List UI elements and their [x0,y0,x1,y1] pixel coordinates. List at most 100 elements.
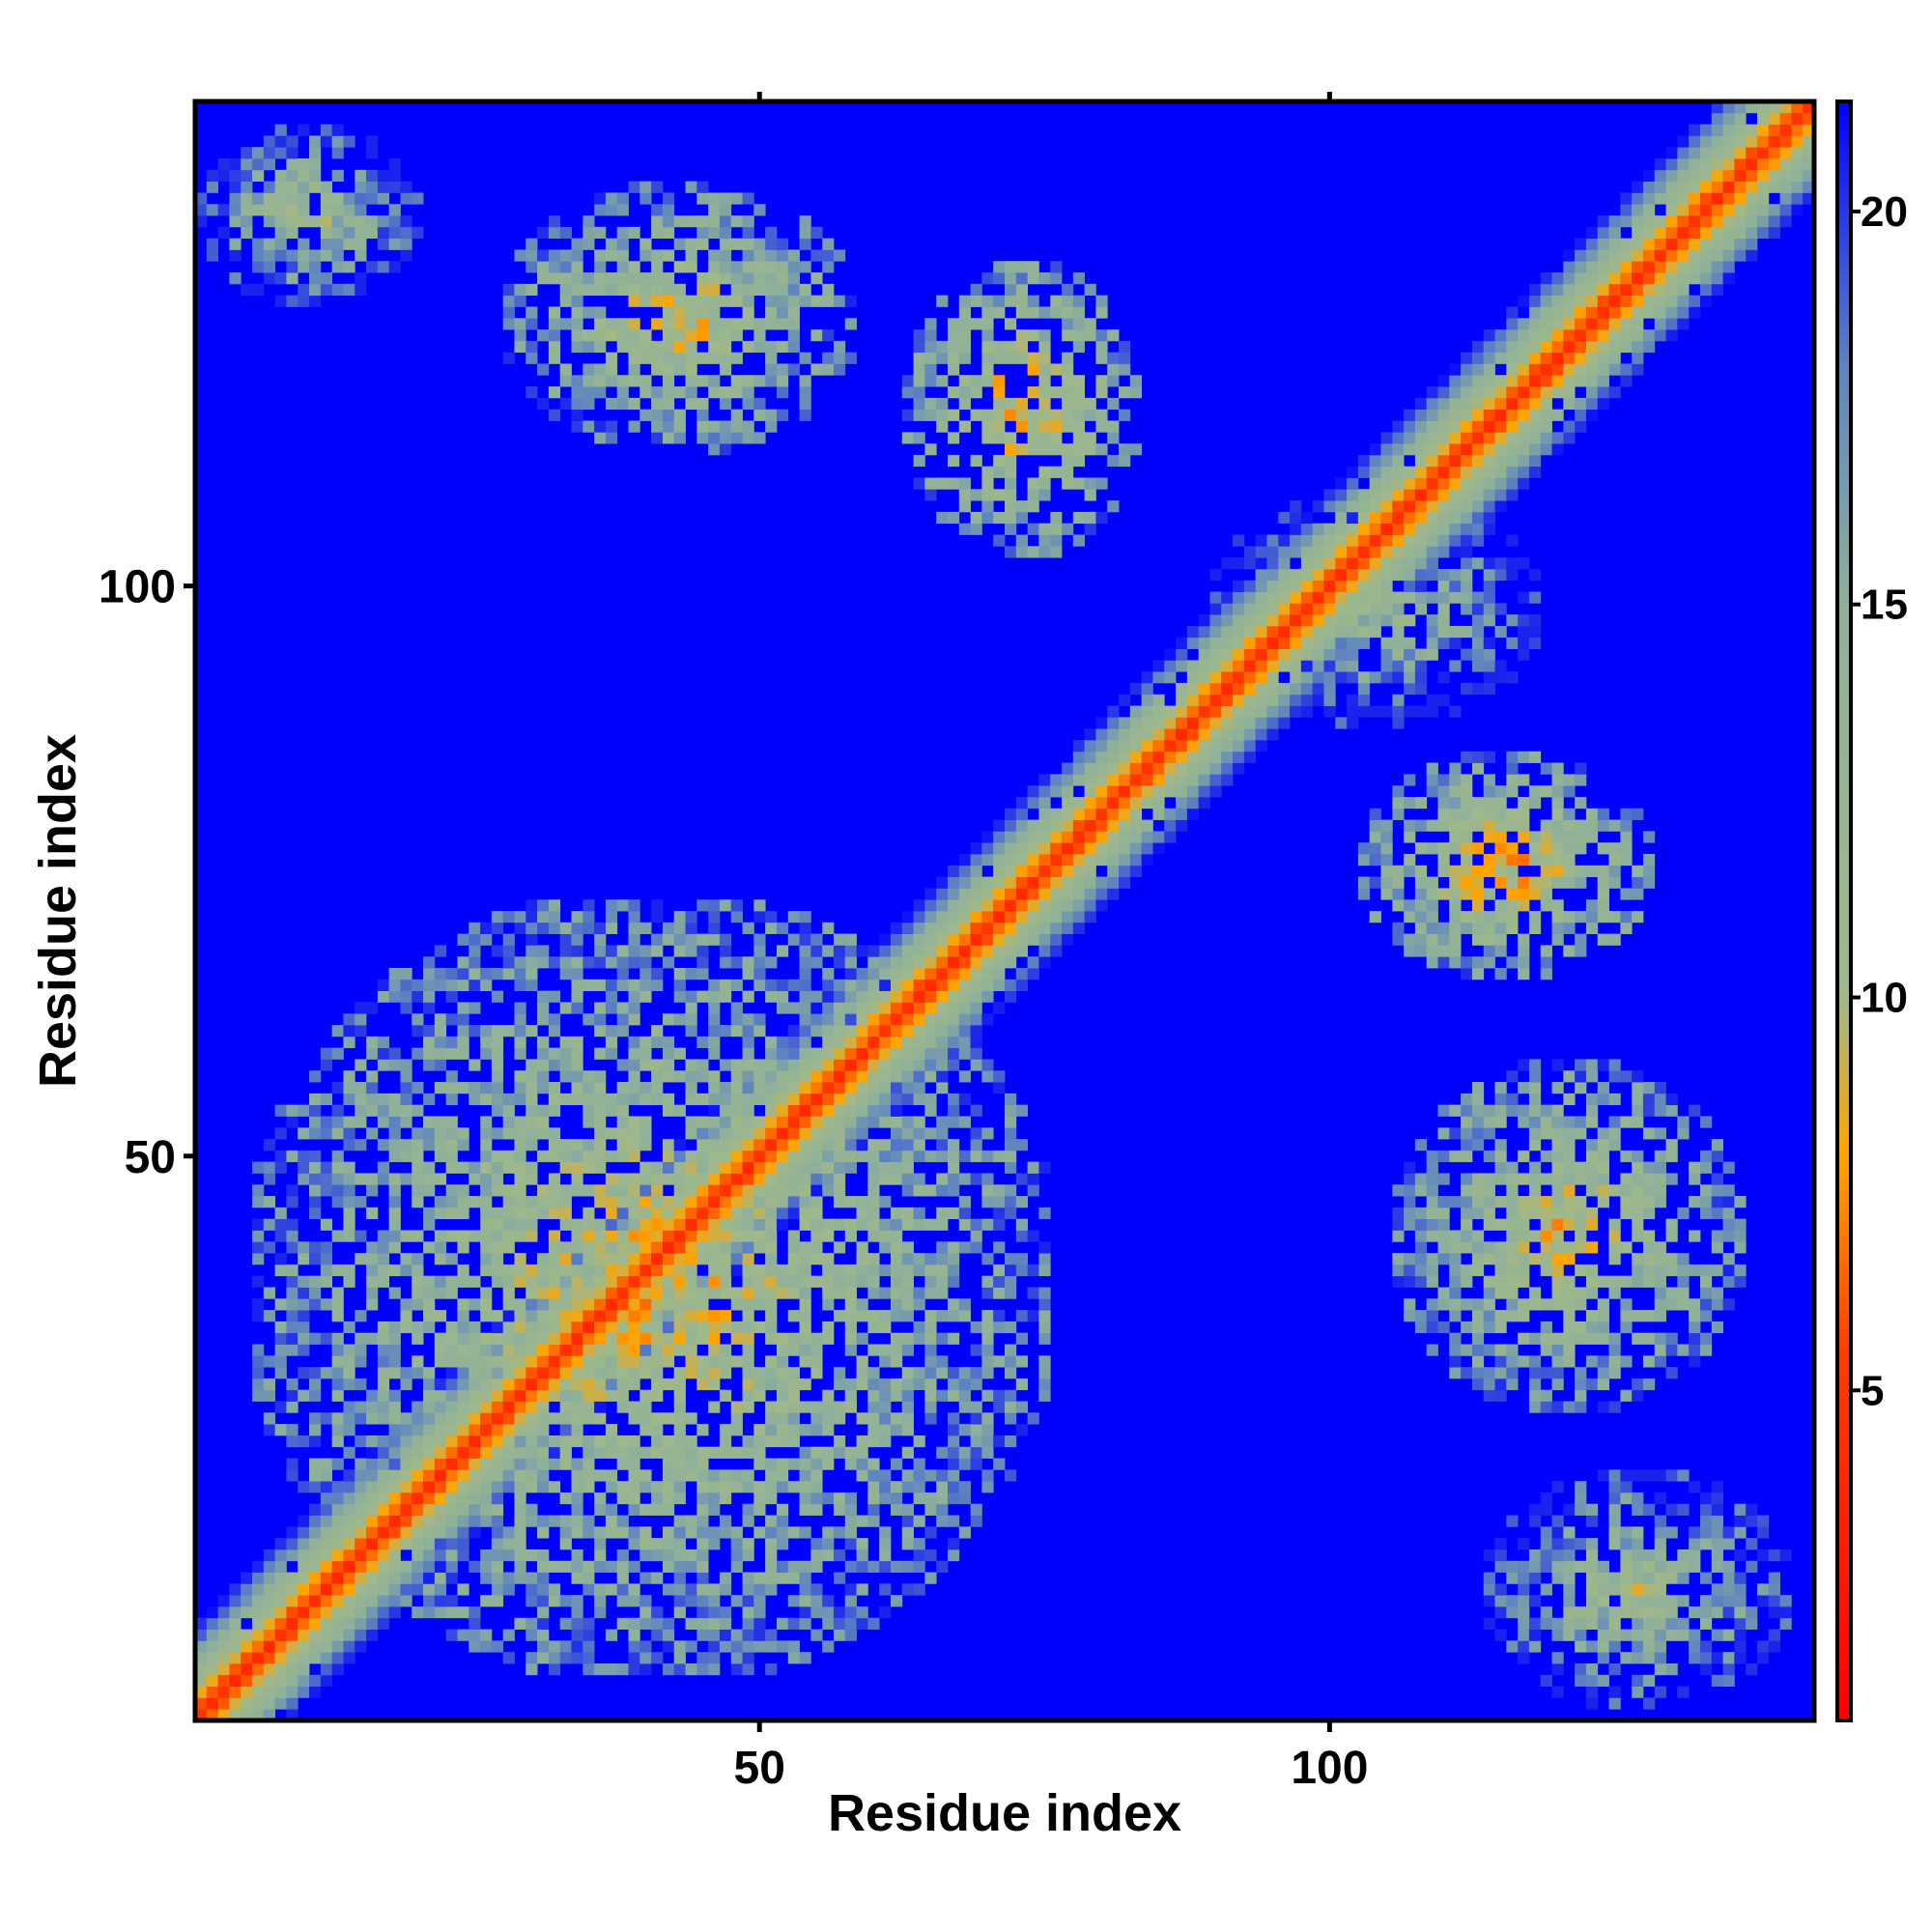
heatmap-cell [309,1298,322,1311]
heatmap-cell [571,1595,583,1607]
heatmap-cell [1290,523,1302,535]
heatmap-cell [901,1389,914,1402]
heatmap-cell [548,1515,561,1527]
heatmap-cell [1062,819,1074,832]
heatmap-cell [1005,933,1017,946]
heatmap-cell [662,1241,675,1254]
heatmap-cell [1015,283,1028,297]
heatmap-cell [355,215,367,228]
heatmap-cell [263,238,276,250]
heatmap-cell [1414,671,1428,684]
heatmap-cell [879,1287,892,1299]
heatmap-cell [469,1629,481,1641]
heatmap-cell [388,990,401,1003]
heatmap-cell [298,1674,310,1687]
heatmap-cell [856,979,868,992]
heatmap-cell [1198,682,1210,696]
heatmap-cell [526,386,538,399]
heatmap-cell [388,1116,401,1128]
heatmap-cell [810,1218,823,1231]
heatmap-cell [445,1161,458,1174]
heatmap-cell [526,1355,538,1368]
heatmap-cell [469,1355,481,1368]
heatmap-cell [309,1241,322,1254]
heatmap-cell [491,1446,504,1459]
heatmap-cell [708,1013,721,1026]
heatmap-cell [1347,477,1359,490]
heatmap-cell [514,1230,526,1242]
heatmap-cell [685,1310,697,1322]
heatmap-cell [502,1526,515,1539]
heatmap-cell [514,1344,526,1356]
heatmap-cell [1038,945,1051,957]
heatmap-cell [309,1629,322,1641]
heatmap-cell [1141,774,1153,786]
heatmap-cell [799,945,811,957]
heatmap-cell [1449,534,1462,547]
heatmap-cell [457,1355,469,1368]
heatmap-cell [571,340,583,354]
heatmap-cell [913,1218,925,1231]
heatmap-cell [685,1070,697,1083]
heatmap-cell [958,1196,971,1208]
heatmap-cell [719,1275,732,1288]
heatmap-cell [286,1686,298,1698]
heatmap-cell [1461,1139,1473,1151]
heatmap-cell [206,249,218,262]
heatmap-cell [1414,933,1428,946]
heatmap-cell [229,204,242,216]
heatmap-cell [1414,1230,1428,1242]
heatmap-cell [662,1036,675,1049]
heatmap-cell [970,511,982,525]
heatmap-cell [343,1082,355,1094]
heatmap-cell [526,1173,538,1185]
heatmap-cell [469,1617,481,1630]
heatmap-cell [616,1401,629,1413]
heatmap-cell [286,1617,298,1630]
heatmap-cell [1449,477,1462,490]
heatmap-cell [286,1230,298,1242]
heatmap-cell [776,1093,789,1106]
heatmap-cell [571,990,583,1003]
heatmap-cell [1483,1344,1495,1356]
heatmap-cell [1414,511,1428,525]
heatmap-cell [662,1469,675,1482]
heatmap-cell [1449,796,1462,810]
heatmap-cell [263,1412,276,1425]
heatmap-cell [662,204,675,216]
heatmap-cell [673,1070,686,1083]
heatmap-cell [1072,420,1086,433]
heatmap-cell [856,1059,868,1071]
heatmap-cell [457,1515,469,1527]
heatmap-cell [331,249,344,262]
heatmap-cell [1050,808,1063,820]
heatmap-cell [924,329,937,342]
heatmap-cell [309,1481,322,1493]
heatmap-cell [1449,386,1462,399]
heatmap-cell [1380,591,1393,604]
heatmap-cell [298,204,310,216]
heatmap-cell [958,306,971,319]
heatmap-cell [765,1082,778,1094]
heatmap-cell [924,489,937,501]
heatmap-cell [958,1173,971,1185]
heatmap-cell [274,1697,287,1710]
heatmap-cell [1380,454,1393,468]
heatmap-cell [1015,1401,1028,1413]
heatmap-cell [708,979,721,992]
heatmap-cell [924,1389,937,1402]
heatmap-cell [217,1652,230,1664]
heatmap-cell [1461,409,1473,421]
heatmap-cell [1072,534,1086,547]
heatmap-cell [274,169,287,183]
heatmap-cell [1335,625,1348,639]
heatmap-cell [537,945,550,957]
heatmap-cell [582,1640,595,1653]
heatmap-cell [1437,568,1450,582]
heatmap-cell [662,1344,675,1356]
heatmap-cell [879,1355,892,1368]
heatmap-cell [753,911,766,923]
heatmap-cell [526,1572,538,1584]
heatmap-cell [331,1378,344,1391]
heatmap-cell [651,295,664,307]
